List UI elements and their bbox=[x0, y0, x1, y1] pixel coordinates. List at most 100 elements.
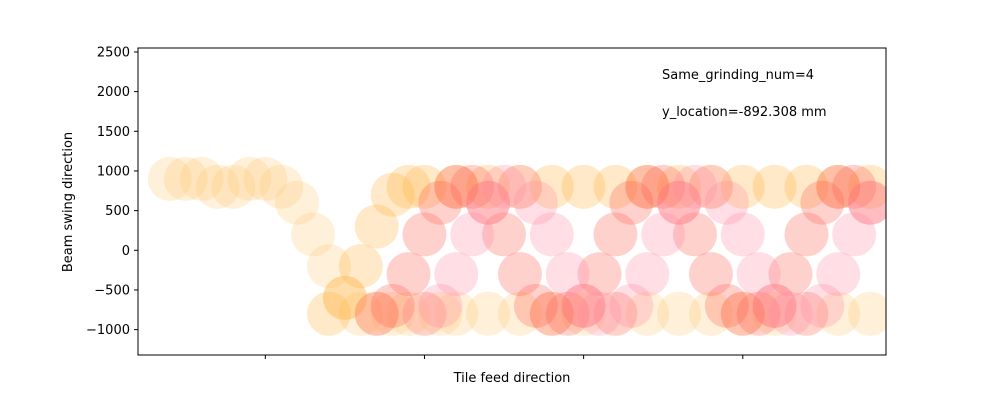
data-point bbox=[545, 291, 590, 336]
data-point bbox=[688, 164, 733, 209]
data-point bbox=[482, 212, 527, 257]
data-point bbox=[720, 164, 765, 209]
data-point bbox=[657, 164, 702, 209]
data-point bbox=[466, 180, 511, 225]
data-point bbox=[402, 212, 447, 257]
data-point bbox=[816, 252, 861, 297]
data-point bbox=[482, 164, 527, 209]
data-point bbox=[418, 291, 463, 336]
data-point bbox=[720, 291, 765, 336]
y-tick-label: 1500 bbox=[97, 125, 130, 140]
data-point bbox=[370, 283, 415, 328]
data-point bbox=[497, 164, 542, 209]
data-point bbox=[211, 164, 256, 209]
data-point bbox=[752, 291, 797, 336]
series-1 bbox=[306, 164, 886, 336]
data-point bbox=[784, 164, 829, 209]
series-3 bbox=[402, 164, 886, 336]
data-point bbox=[657, 180, 702, 225]
data-point bbox=[338, 291, 383, 336]
data-point bbox=[497, 164, 542, 209]
data-point bbox=[497, 291, 542, 336]
points-layer bbox=[147, 156, 886, 336]
data-point bbox=[736, 252, 781, 297]
y-axis: 2500 2000 1500 1000 500 0 −500 −1000 bbox=[86, 45, 138, 338]
data-point bbox=[259, 164, 304, 209]
data-point bbox=[434, 164, 479, 209]
data-point bbox=[561, 291, 606, 336]
data-point bbox=[768, 291, 813, 336]
data-point bbox=[609, 180, 654, 225]
data-point bbox=[609, 283, 654, 328]
x-axis bbox=[264, 355, 744, 359]
data-point bbox=[625, 164, 670, 209]
data-point bbox=[386, 164, 431, 209]
data-point bbox=[243, 156, 288, 201]
data-point bbox=[832, 164, 877, 209]
data-point bbox=[163, 156, 208, 201]
data-point bbox=[338, 244, 383, 289]
data-point bbox=[625, 164, 670, 209]
data-point bbox=[513, 283, 558, 328]
data-point bbox=[434, 291, 479, 336]
data-point bbox=[434, 252, 479, 297]
data-point bbox=[370, 172, 415, 217]
data-point bbox=[529, 291, 574, 336]
data-point bbox=[306, 244, 351, 289]
data-point bbox=[322, 275, 367, 320]
series-0 bbox=[147, 156, 886, 336]
data-point bbox=[625, 252, 670, 297]
data-point bbox=[386, 252, 431, 297]
data-point bbox=[673, 164, 718, 209]
data-point bbox=[720, 212, 765, 257]
data-point bbox=[418, 283, 463, 328]
data-point bbox=[450, 164, 495, 209]
data-point bbox=[402, 164, 447, 209]
data-point bbox=[657, 291, 702, 336]
y-tick-label: −1000 bbox=[86, 323, 130, 338]
data-point bbox=[275, 180, 320, 225]
data-point bbox=[179, 156, 224, 201]
data-point bbox=[816, 164, 861, 209]
data-point bbox=[306, 291, 351, 336]
data-point bbox=[497, 252, 542, 297]
data-point bbox=[704, 283, 749, 328]
data-point bbox=[561, 283, 606, 328]
y-tick-label: −500 bbox=[94, 283, 130, 298]
y-axis-label: Beam swing direction bbox=[61, 132, 76, 272]
data-point bbox=[688, 252, 733, 297]
data-point bbox=[227, 156, 272, 201]
annotation-grinding-num: Same_grinding_num=4 bbox=[662, 68, 814, 83]
data-point bbox=[450, 212, 495, 257]
data-point bbox=[545, 252, 590, 297]
data-point bbox=[688, 164, 733, 209]
data-point bbox=[816, 164, 861, 209]
data-point bbox=[625, 291, 670, 336]
data-point bbox=[736, 291, 781, 336]
data-point bbox=[370, 291, 415, 336]
data-point bbox=[529, 164, 574, 209]
data-point bbox=[688, 291, 733, 336]
data-point bbox=[577, 291, 622, 336]
data-point bbox=[657, 180, 702, 225]
data-point bbox=[434, 164, 479, 209]
data-point bbox=[720, 291, 765, 336]
data-point bbox=[784, 212, 829, 257]
data-point bbox=[593, 164, 638, 209]
data-point bbox=[354, 291, 399, 336]
data-point bbox=[816, 291, 861, 336]
y-tick-label: 1000 bbox=[97, 164, 130, 179]
data-point bbox=[800, 180, 845, 225]
data-point bbox=[673, 212, 718, 257]
data-point bbox=[848, 164, 886, 209]
data-point bbox=[704, 180, 749, 225]
data-point bbox=[784, 291, 829, 336]
data-point bbox=[291, 212, 336, 257]
data-point bbox=[848, 180, 886, 225]
data-point bbox=[561, 164, 606, 209]
data-point bbox=[466, 164, 511, 209]
data-point bbox=[593, 291, 638, 336]
data-point bbox=[752, 283, 797, 328]
